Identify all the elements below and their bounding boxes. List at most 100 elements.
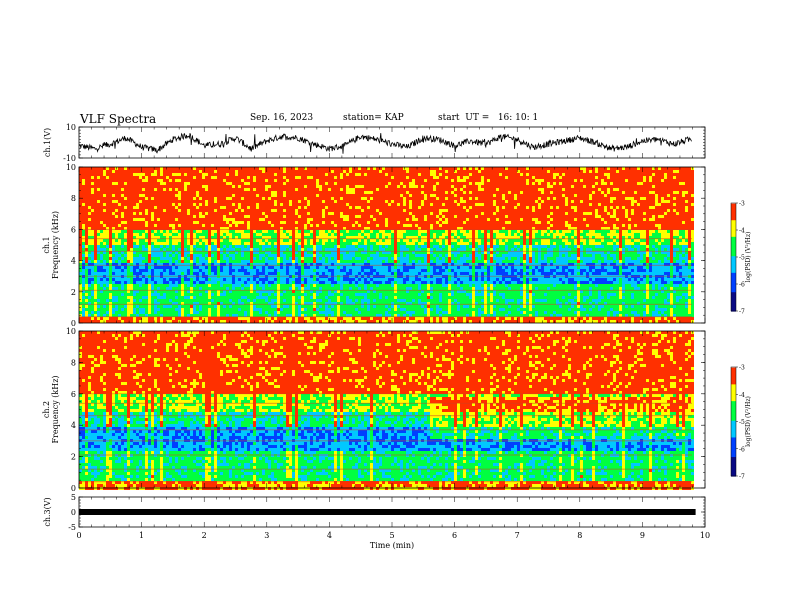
spectrogram-cell xyxy=(196,224,199,227)
spectrogram-cell xyxy=(280,257,283,260)
spectrogram-cell xyxy=(163,173,166,176)
spectrogram-cell xyxy=(301,251,304,254)
spectrogram-cell xyxy=(97,269,100,272)
spectrogram-cell xyxy=(124,320,127,323)
spectrogram-cell xyxy=(136,269,139,272)
spectrogram-cell xyxy=(334,194,337,197)
spectrogram-cell xyxy=(280,203,283,206)
spectrogram-cell xyxy=(286,239,289,242)
spectrogram-cell xyxy=(139,263,142,266)
spectrogram-cell xyxy=(205,284,208,287)
spectrogram-cell xyxy=(184,191,187,194)
spectrogram-cell xyxy=(223,314,226,317)
spectrogram-cell xyxy=(310,266,313,269)
spectrogram-cell xyxy=(124,191,127,194)
spectrogram-cell xyxy=(361,272,364,275)
spectrogram-cell xyxy=(364,287,367,290)
spectrogram-cell xyxy=(322,239,325,242)
spectrogram-cell xyxy=(301,287,304,290)
spectrogram-cell xyxy=(157,260,160,263)
spectrogram-cell xyxy=(358,272,361,275)
spectrogram-cell xyxy=(304,191,307,194)
spectrogram-cell xyxy=(364,212,367,215)
spectrogram-cell xyxy=(142,179,145,182)
spectrogram-cell xyxy=(352,287,355,290)
spectrogram-cell xyxy=(196,290,199,293)
spectrogram-cell xyxy=(109,212,112,215)
spectrogram-cell xyxy=(361,263,364,266)
spectrogram-cell xyxy=(313,197,316,200)
spectrogram-cell xyxy=(220,290,223,293)
spectrogram-cell xyxy=(355,281,358,284)
spectrogram-cell xyxy=(229,215,232,218)
spectrogram-cell xyxy=(319,191,322,194)
spectrogram-cell xyxy=(94,242,97,245)
spectrogram-cell xyxy=(121,311,124,314)
spectrogram-cell xyxy=(307,320,310,323)
spectrogram-cell xyxy=(223,251,226,254)
spectrogram-cell xyxy=(94,317,97,320)
spectrogram-cell xyxy=(274,239,277,242)
spectrogram-cell xyxy=(310,242,313,245)
spectrogram-cell xyxy=(256,212,259,215)
spectrogram-cell xyxy=(199,209,202,212)
spectrogram-cell xyxy=(148,206,151,209)
spectrogram-cell xyxy=(343,251,346,254)
spectrogram-cell xyxy=(178,296,181,299)
spectrogram-cell xyxy=(352,200,355,203)
spectrogram-cell xyxy=(196,263,199,266)
spectrogram-cell xyxy=(265,311,268,314)
spectrogram-cell xyxy=(268,182,271,185)
spectrogram-cell xyxy=(355,215,358,218)
spectrogram-cell xyxy=(184,200,187,203)
spectrogram-cell xyxy=(148,290,151,293)
spectrogram-cell xyxy=(214,311,217,314)
spectrogram-cell xyxy=(319,278,322,281)
spectrogram-cell xyxy=(337,317,340,320)
spectrogram-cell xyxy=(196,194,199,197)
spectrogram-cell xyxy=(232,311,235,314)
spectrogram-cell xyxy=(331,224,334,227)
spectrogram-cell xyxy=(298,176,301,179)
spectrogram-cell xyxy=(142,212,145,215)
spectrogram-cell xyxy=(268,302,271,305)
spectrogram-cell xyxy=(337,191,340,194)
spectrogram-cell xyxy=(289,203,292,206)
spectrogram-cell xyxy=(79,263,82,266)
spectrogram-cell xyxy=(145,209,148,212)
spectrogram-cell xyxy=(124,227,127,230)
spectrogram-cell xyxy=(298,269,301,272)
spectrogram-cell xyxy=(358,206,361,209)
spectrogram-cell xyxy=(232,320,235,323)
spectrogram-cell xyxy=(130,281,133,284)
spectrogram-cell xyxy=(226,179,229,182)
spectrogram-cell xyxy=(175,194,178,197)
spectrogram-cell xyxy=(154,272,157,275)
spectrogram-cell xyxy=(217,239,220,242)
spectrogram-cell xyxy=(184,179,187,182)
spectrogram-cell xyxy=(79,194,82,197)
spectrogram-cell xyxy=(139,248,142,251)
spectrogram-cell xyxy=(106,227,109,230)
spectrogram-cell xyxy=(235,290,238,293)
spectrogram-cell xyxy=(280,311,283,314)
spectrogram-cell xyxy=(82,308,85,311)
spectrogram-cell xyxy=(316,287,319,290)
spectrogram-cell xyxy=(334,269,337,272)
spectrogram-cell xyxy=(322,266,325,269)
spectrogram-cell xyxy=(193,197,196,200)
spectrogram-cell xyxy=(148,242,151,245)
spectrogram-cell xyxy=(163,314,166,317)
spectrogram-cell xyxy=(265,245,268,248)
spectrogram-cell xyxy=(307,269,310,272)
spectrogram-cell xyxy=(268,260,271,263)
spectrogram-cell xyxy=(103,242,106,245)
spectrogram-cell xyxy=(88,239,91,242)
spectrogram-cell xyxy=(112,242,115,245)
spectrogram-cell xyxy=(106,242,109,245)
spectrogram-cell xyxy=(265,233,268,236)
spectrogram-cell xyxy=(85,167,88,170)
spectrogram-cell xyxy=(226,284,229,287)
spectrogram-cell xyxy=(268,233,271,236)
spectrogram-cell xyxy=(211,170,214,173)
